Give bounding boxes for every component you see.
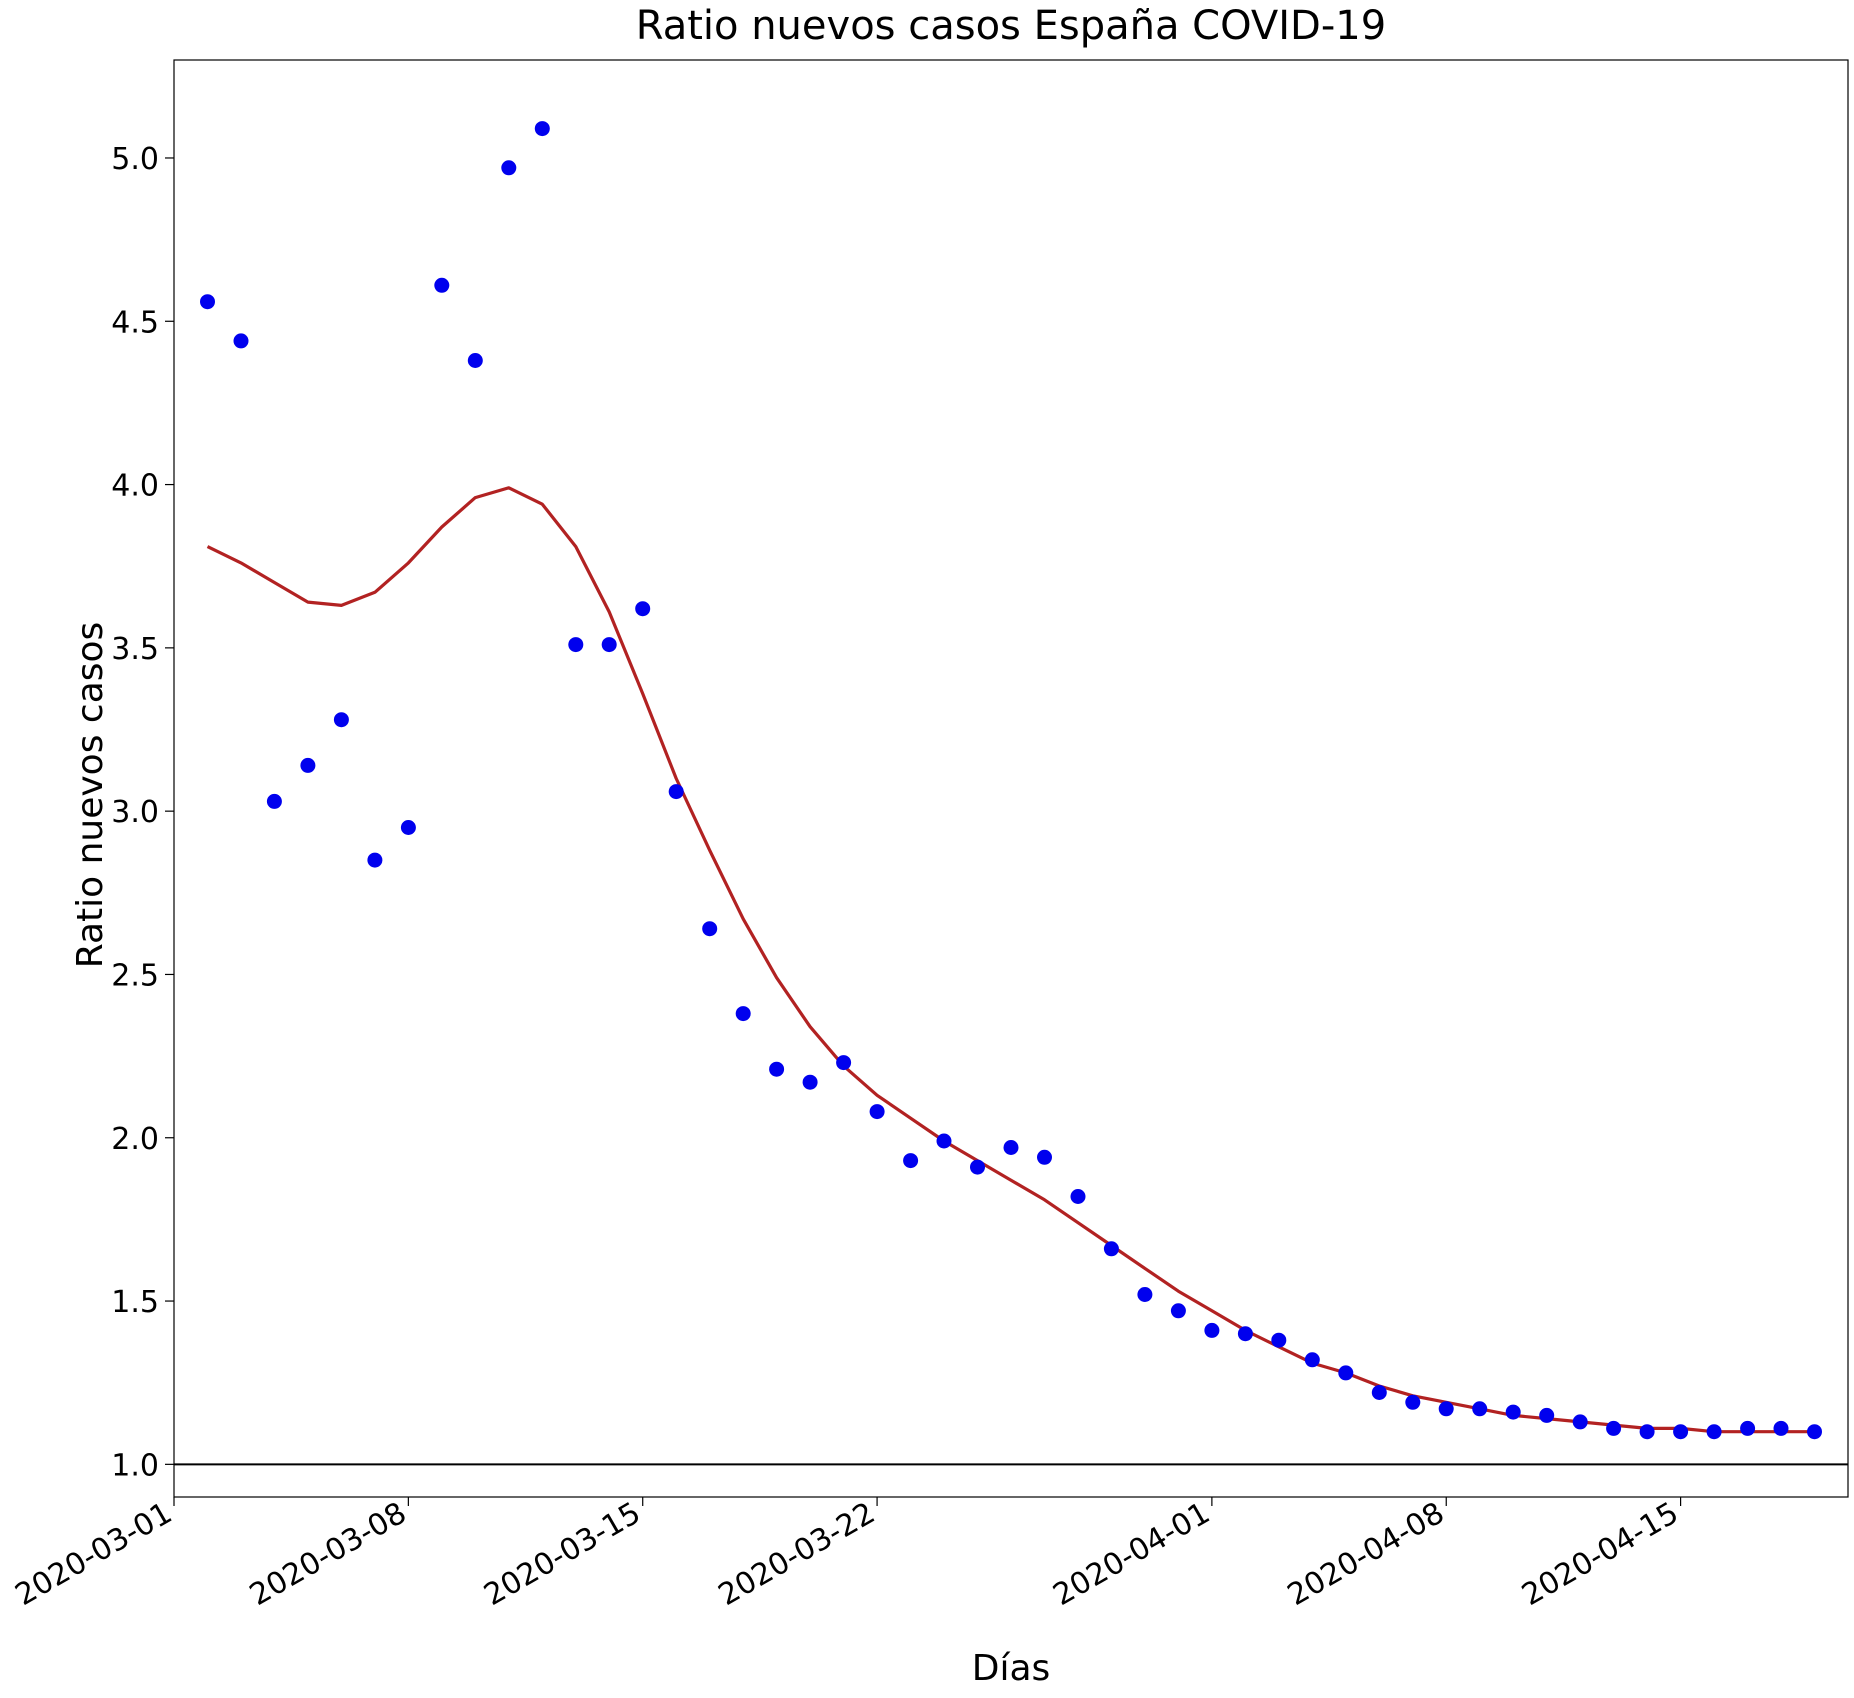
data-point [534,121,550,137]
data-point [501,160,517,176]
scatter-points [200,121,1822,1440]
data-point [1137,1287,1153,1302]
data-point [568,637,584,653]
y-axis-label: Ratio nuevos casos [70,622,111,969]
data-point [1505,1404,1521,1420]
y-tick-label: 4.5 [111,305,159,340]
data-point [1405,1394,1421,1410]
data-point [200,294,215,310]
data-point [1204,1322,1220,1338]
data-point [1472,1401,1488,1417]
y-tick-label: 1.0 [111,1448,159,1483]
data-point [668,784,684,800]
data-point [702,921,718,937]
data-point [1807,1424,1822,1440]
plot-frame [173,59,1849,1498]
data-point [601,637,617,653]
data-point [1572,1414,1588,1430]
data-point [1740,1420,1756,1436]
data-point [635,601,651,617]
data-point [836,1055,852,1071]
data-point [400,820,416,835]
data-point [1103,1241,1119,1257]
data-point [1037,1149,1052,1165]
data-point [1170,1303,1186,1319]
data-point [367,852,383,868]
data-point [233,333,249,349]
y-ticks: 1.0 1.5 2.0 2.5 3.0 3.5 4.0 4.5 5.0 [111,142,174,1483]
data-point [869,1104,885,1120]
data-point [467,353,483,368]
data-point [970,1159,985,1175]
data-point [903,1153,919,1169]
data-point [1304,1352,1320,1368]
data-point [1706,1424,1722,1440]
data-point [1371,1385,1387,1400]
data-point [1773,1420,1789,1436]
y-tick-label: 5.0 [111,142,159,177]
y-tick-label: 2.5 [111,958,159,993]
data-point [1438,1401,1454,1417]
y-tick-label: 4.0 [111,469,159,504]
data-point [1606,1420,1622,1436]
y-tick-label: 3.5 [111,632,159,667]
data-point [1003,1140,1019,1155]
x-axis-label: Días [972,1648,1051,1689]
data-point [1539,1407,1555,1423]
data-point [1271,1332,1287,1348]
data-point [300,757,316,773]
chart-title: Ratio nuevos casos España COVID-19 [636,3,1386,49]
data-point [1070,1189,1086,1204]
data-point [266,793,282,809]
data-point [1338,1365,1354,1381]
data-point [333,712,349,728]
data-point [1673,1424,1689,1440]
data-point [769,1061,785,1077]
data-point [802,1074,818,1090]
data-point [936,1133,952,1149]
data-point [1639,1424,1655,1440]
y-tick-label: 1.5 [111,1285,159,1320]
y-tick-label: 2.0 [111,1122,159,1157]
data-point [1237,1326,1253,1342]
data-point [735,1006,751,1022]
data-point [434,277,450,293]
y-tick-label: 3.0 [111,795,159,830]
